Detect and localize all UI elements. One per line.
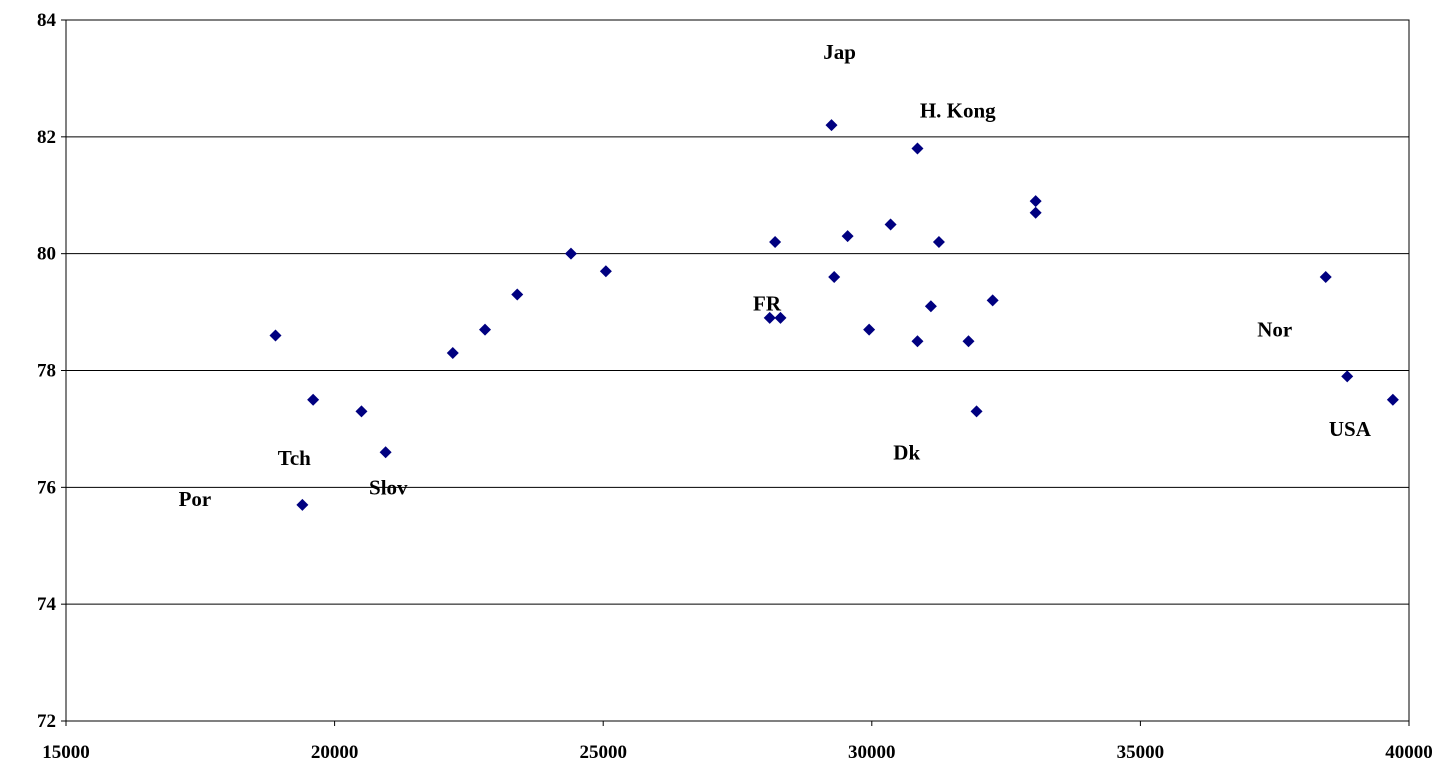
data-point-marker xyxy=(884,218,897,231)
data-points xyxy=(269,119,1399,511)
data-point-marker xyxy=(599,265,612,278)
point-annotation-label: FR xyxy=(753,291,782,315)
data-point-marker xyxy=(841,230,854,243)
y-tick-label: 82 xyxy=(37,127,56,148)
data-point-marker xyxy=(863,323,876,336)
data-point-marker xyxy=(774,311,787,324)
data-point-marker xyxy=(1029,206,1042,219)
data-point-marker xyxy=(763,311,776,324)
y-tick-label: 76 xyxy=(37,477,56,498)
x-tick-label: 30000 xyxy=(848,742,896,763)
x-tick-label: 25000 xyxy=(579,742,627,763)
data-point-marker xyxy=(296,498,309,511)
data-point-marker xyxy=(379,446,392,459)
data-point-marker xyxy=(269,329,282,342)
y-tick-label: 78 xyxy=(37,361,56,382)
data-point-marker xyxy=(911,142,924,155)
data-point-marker xyxy=(1341,370,1354,383)
x-tick-label: 20000 xyxy=(311,742,359,763)
y-tick-label: 74 xyxy=(37,594,57,615)
point-annotation-label: USA xyxy=(1329,417,1372,441)
point-annotations: Jap H. Kong FR Nor USA Dk Tch Slov Por xyxy=(179,40,1372,511)
data-point-marker xyxy=(511,288,524,301)
gridlines xyxy=(66,19,1409,722)
point-annotation-label: Por xyxy=(179,487,212,511)
axis-ticks: 72 74 76 78 80 82 84 15000 20000 25000 30000 35000 4… xyxy=(37,10,1433,763)
y-tick-label: 72 xyxy=(37,711,56,732)
x-tick-label: 35000 xyxy=(1117,742,1165,763)
point-annotation-label: H. Kong xyxy=(920,99,996,123)
data-point-marker xyxy=(355,405,368,418)
point-annotation-label: Jap xyxy=(823,40,856,64)
point-annotation-label: Tch xyxy=(278,446,311,470)
data-point-marker xyxy=(1029,195,1042,208)
data-point-marker xyxy=(769,235,782,248)
x-tick-label: 40000 xyxy=(1385,742,1433,763)
x-tick-label: 15000 xyxy=(42,742,90,763)
data-point-marker xyxy=(932,235,945,248)
data-point-marker xyxy=(911,335,924,348)
data-point-marker xyxy=(479,323,492,336)
y-tick-label: 80 xyxy=(37,244,56,265)
data-point-marker xyxy=(970,405,983,418)
point-annotation-label: Nor xyxy=(1257,318,1292,342)
data-point-marker xyxy=(446,346,459,359)
data-point-marker xyxy=(986,294,999,307)
point-annotation-label: Dk xyxy=(893,440,920,464)
data-point-marker xyxy=(828,271,841,284)
data-point-marker xyxy=(564,247,577,260)
data-point-marker xyxy=(962,335,975,348)
data-point-marker xyxy=(924,300,937,313)
y-tick-label: 84 xyxy=(37,10,57,31)
data-point-marker xyxy=(825,119,838,132)
point-annotation-label: Slov xyxy=(369,475,408,499)
data-point-marker xyxy=(1319,271,1332,284)
data-point-marker xyxy=(1386,393,1399,406)
data-point-marker xyxy=(307,393,320,406)
